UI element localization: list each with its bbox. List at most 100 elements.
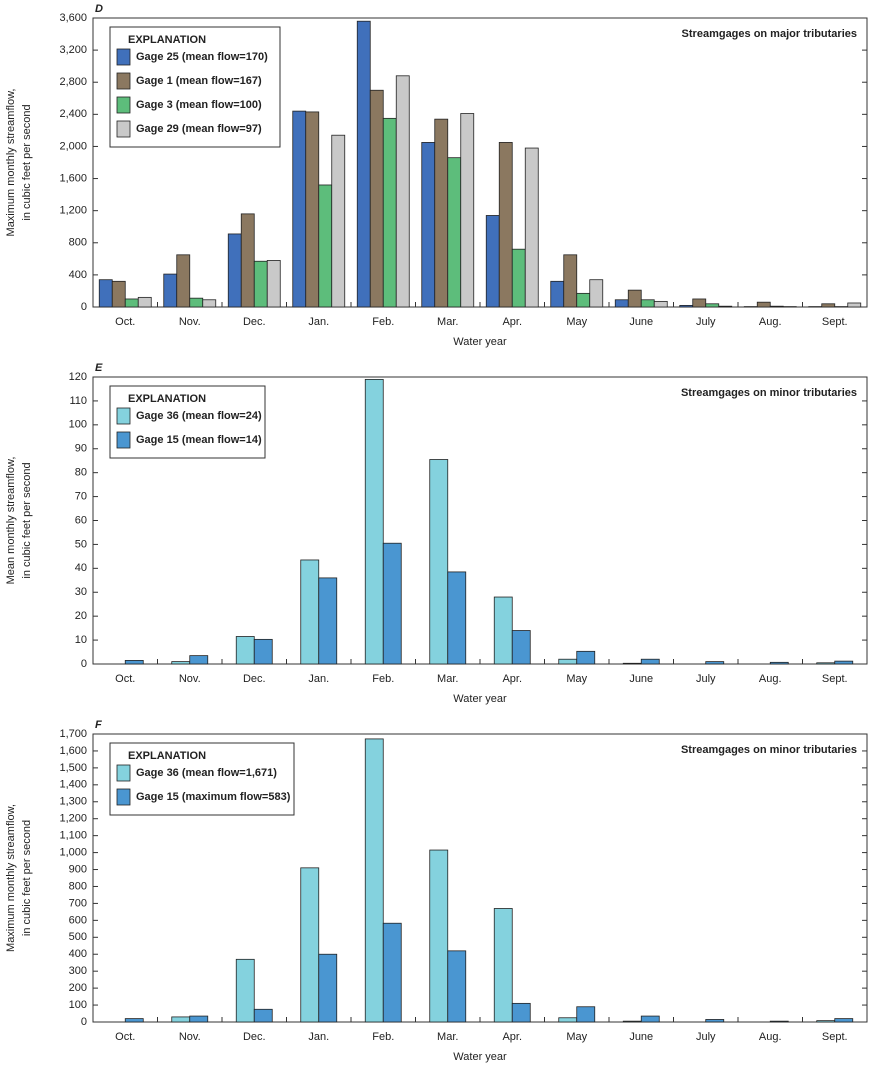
y-axis-label: Mean monthly streamflow, — [5, 457, 17, 585]
bar — [254, 261, 267, 307]
bar — [99, 280, 112, 307]
y-tick-label: 1,600 — [59, 745, 87, 757]
bar — [241, 214, 254, 307]
y-axis-label: in cubic feet per second — [21, 104, 33, 220]
y-tick-label: 400 — [69, 948, 87, 960]
x-tick-label: Apr. — [502, 673, 522, 685]
x-tick-label: June — [629, 316, 653, 328]
bar — [615, 300, 628, 307]
legend-title: EXPLANATION — [128, 393, 206, 405]
x-tick-label: Nov. — [179, 1031, 201, 1043]
legend-label: Gage 1 (mean flow=167) — [136, 75, 262, 87]
y-tick-label: 120 — [69, 371, 87, 383]
x-tick-label: Feb. — [372, 316, 394, 328]
bar — [641, 300, 654, 307]
bar — [551, 281, 564, 307]
y-tick-label: 700 — [69, 897, 87, 909]
y-tick-label: 40 — [75, 562, 87, 574]
x-tick-label: May — [566, 1031, 587, 1043]
bar — [236, 959, 254, 1022]
bar — [138, 297, 151, 307]
bar — [564, 255, 577, 307]
x-tick-label: July — [696, 316, 716, 328]
bar — [706, 662, 724, 664]
x-tick-label: Aug. — [759, 673, 782, 685]
bar — [357, 21, 370, 307]
x-tick-label: May — [566, 673, 587, 685]
y-tick-label: 1,700 — [59, 728, 87, 740]
y-tick-label: 3,200 — [59, 44, 87, 56]
bar — [590, 280, 603, 307]
y-tick-label: 100 — [69, 419, 87, 431]
panel-label: E — [95, 362, 103, 374]
y-tick-label: 200 — [69, 982, 87, 994]
bar — [623, 663, 641, 664]
x-tick-label: July — [696, 673, 716, 685]
bar — [770, 306, 783, 307]
y-tick-label: 1,500 — [59, 762, 87, 774]
y-tick-label: 50 — [75, 538, 87, 550]
legend-swatch — [117, 49, 130, 65]
y-tick-label: 600 — [69, 914, 87, 926]
bar — [512, 249, 525, 307]
x-tick-label: Mar. — [437, 673, 458, 685]
x-axis-label: Water year — [453, 336, 507, 348]
bar — [306, 112, 319, 307]
legend-title: EXPLANATION — [128, 34, 206, 46]
bar — [190, 298, 203, 307]
bar — [422, 142, 435, 307]
x-tick-label: Oct. — [115, 673, 135, 685]
legend-swatch — [117, 789, 130, 805]
bar — [577, 1007, 595, 1022]
bar — [448, 951, 466, 1022]
x-tick-label: Jan. — [308, 1031, 329, 1043]
bar — [383, 923, 401, 1022]
legend-label: Gage 36 (mean flow=24) — [136, 410, 262, 422]
y-tick-label: 400 — [69, 269, 87, 281]
bar — [448, 158, 461, 307]
x-tick-label: Feb. — [372, 673, 394, 685]
bar — [383, 543, 401, 664]
legend-swatch — [117, 765, 130, 781]
y-tick-label: 800 — [69, 880, 87, 892]
y-tick-label: 0 — [81, 658, 87, 670]
legend-swatch — [117, 432, 130, 448]
bar — [461, 114, 474, 307]
bar — [254, 639, 272, 664]
legend-label: Gage 3 (mean flow=100) — [136, 99, 262, 111]
bar — [817, 663, 835, 664]
bar — [430, 850, 448, 1022]
bar — [822, 304, 835, 307]
y-tick-label: 0 — [81, 1016, 87, 1028]
y-tick-label: 1,300 — [59, 796, 87, 808]
x-axis-label: Water year — [453, 693, 507, 705]
bar — [301, 560, 319, 664]
x-tick-label: Aug. — [759, 316, 782, 328]
bar — [125, 299, 138, 307]
y-tick-label: 500 — [69, 931, 87, 943]
y-tick-label: 2,800 — [59, 76, 87, 88]
bar — [430, 460, 448, 664]
bar — [757, 302, 770, 307]
y-tick-label: 1,600 — [59, 172, 87, 184]
bar — [448, 572, 466, 664]
bar — [435, 119, 448, 307]
bar — [332, 135, 345, 307]
bar — [365, 379, 383, 664]
bar — [654, 301, 667, 307]
bar — [172, 662, 190, 664]
y-tick-label: 2,400 — [59, 108, 87, 120]
bar — [254, 1009, 272, 1022]
legend-label: Gage 25 (mean flow=170) — [136, 51, 268, 63]
bar — [319, 185, 332, 307]
y-tick-label: 90 — [75, 443, 87, 455]
x-tick-label: Sept. — [822, 673, 848, 685]
y-tick-label: 100 — [69, 999, 87, 1011]
x-tick-label: Oct. — [115, 1031, 135, 1043]
bar — [770, 1021, 788, 1022]
bar — [164, 274, 177, 307]
y-tick-label: 80 — [75, 467, 87, 479]
bar — [494, 908, 512, 1022]
x-tick-label: Oct. — [115, 316, 135, 328]
y-tick-label: 3,600 — [59, 12, 87, 24]
